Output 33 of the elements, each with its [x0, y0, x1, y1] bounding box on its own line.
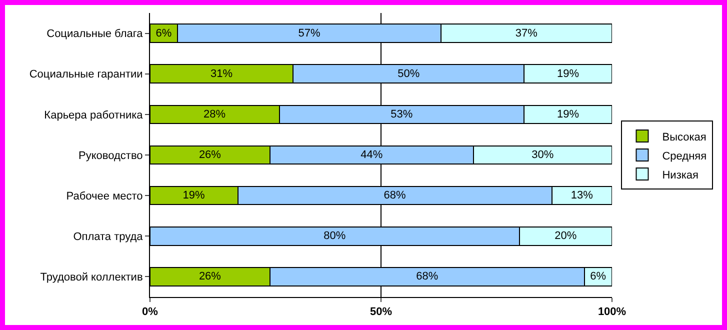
y-tick-label: Карьера работника — [44, 109, 144, 122]
y-tick-label: Социальные блага — [46, 28, 144, 40]
data-label: 28% — [204, 108, 226, 120]
data-label: 19% — [182, 190, 206, 202]
y-tick-label: Рабочее место — [66, 190, 143, 202]
data-label: 50% — [398, 68, 420, 80]
data-label: 68% — [384, 190, 406, 202]
data-label: 80% — [324, 230, 346, 242]
y-tick-label: Трудовой коллектив — [40, 272, 143, 284]
data-label: 26% — [198, 270, 222, 283]
data-label: 6% — [590, 270, 606, 283]
y-tick-label: Оплата труда — [73, 230, 144, 243]
legend-label: Низкая — [662, 169, 699, 182]
data-label: 19% — [556, 108, 580, 120]
data-label: 30% — [532, 149, 554, 161]
data-label: 6% — [156, 27, 172, 40]
y-tick-label: Социальные гарантии — [29, 68, 143, 81]
data-label: 31% — [210, 68, 233, 80]
data-label: 57% — [298, 27, 321, 40]
x-tick-label: 0% — [142, 306, 158, 318]
data-label: 44% — [360, 149, 383, 161]
data-label: 53% — [390, 108, 413, 120]
data-label: 20% — [554, 230, 577, 242]
data-label: 37% — [515, 27, 538, 40]
data-label: 26% — [198, 149, 222, 161]
data-label: 68% — [416, 270, 438, 283]
x-tick-label: 50% — [370, 306, 392, 318]
y-tick-label: Руководство — [78, 150, 143, 162]
x-tick-label: 100% — [598, 306, 626, 318]
data-label: 19% — [556, 68, 580, 80]
legend-label: Высокая — [662, 131, 706, 144]
data-label: 13% — [570, 190, 594, 202]
legend-label: Средняя — [662, 150, 707, 162]
